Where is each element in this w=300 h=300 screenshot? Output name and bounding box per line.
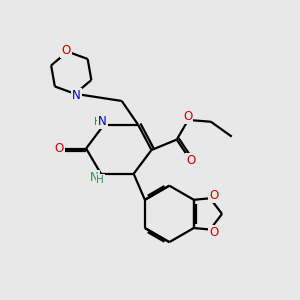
Text: O: O: [186, 154, 196, 167]
Text: N: N: [98, 115, 107, 128]
Text: O: O: [61, 44, 71, 57]
Text: H: H: [97, 175, 104, 185]
Text: O: O: [183, 110, 192, 123]
Text: O: O: [209, 189, 218, 202]
Text: O: O: [209, 226, 218, 239]
Text: N: N: [90, 171, 99, 184]
Text: N: N: [72, 89, 81, 102]
Text: O: O: [55, 142, 64, 155]
Text: H: H: [94, 117, 101, 127]
